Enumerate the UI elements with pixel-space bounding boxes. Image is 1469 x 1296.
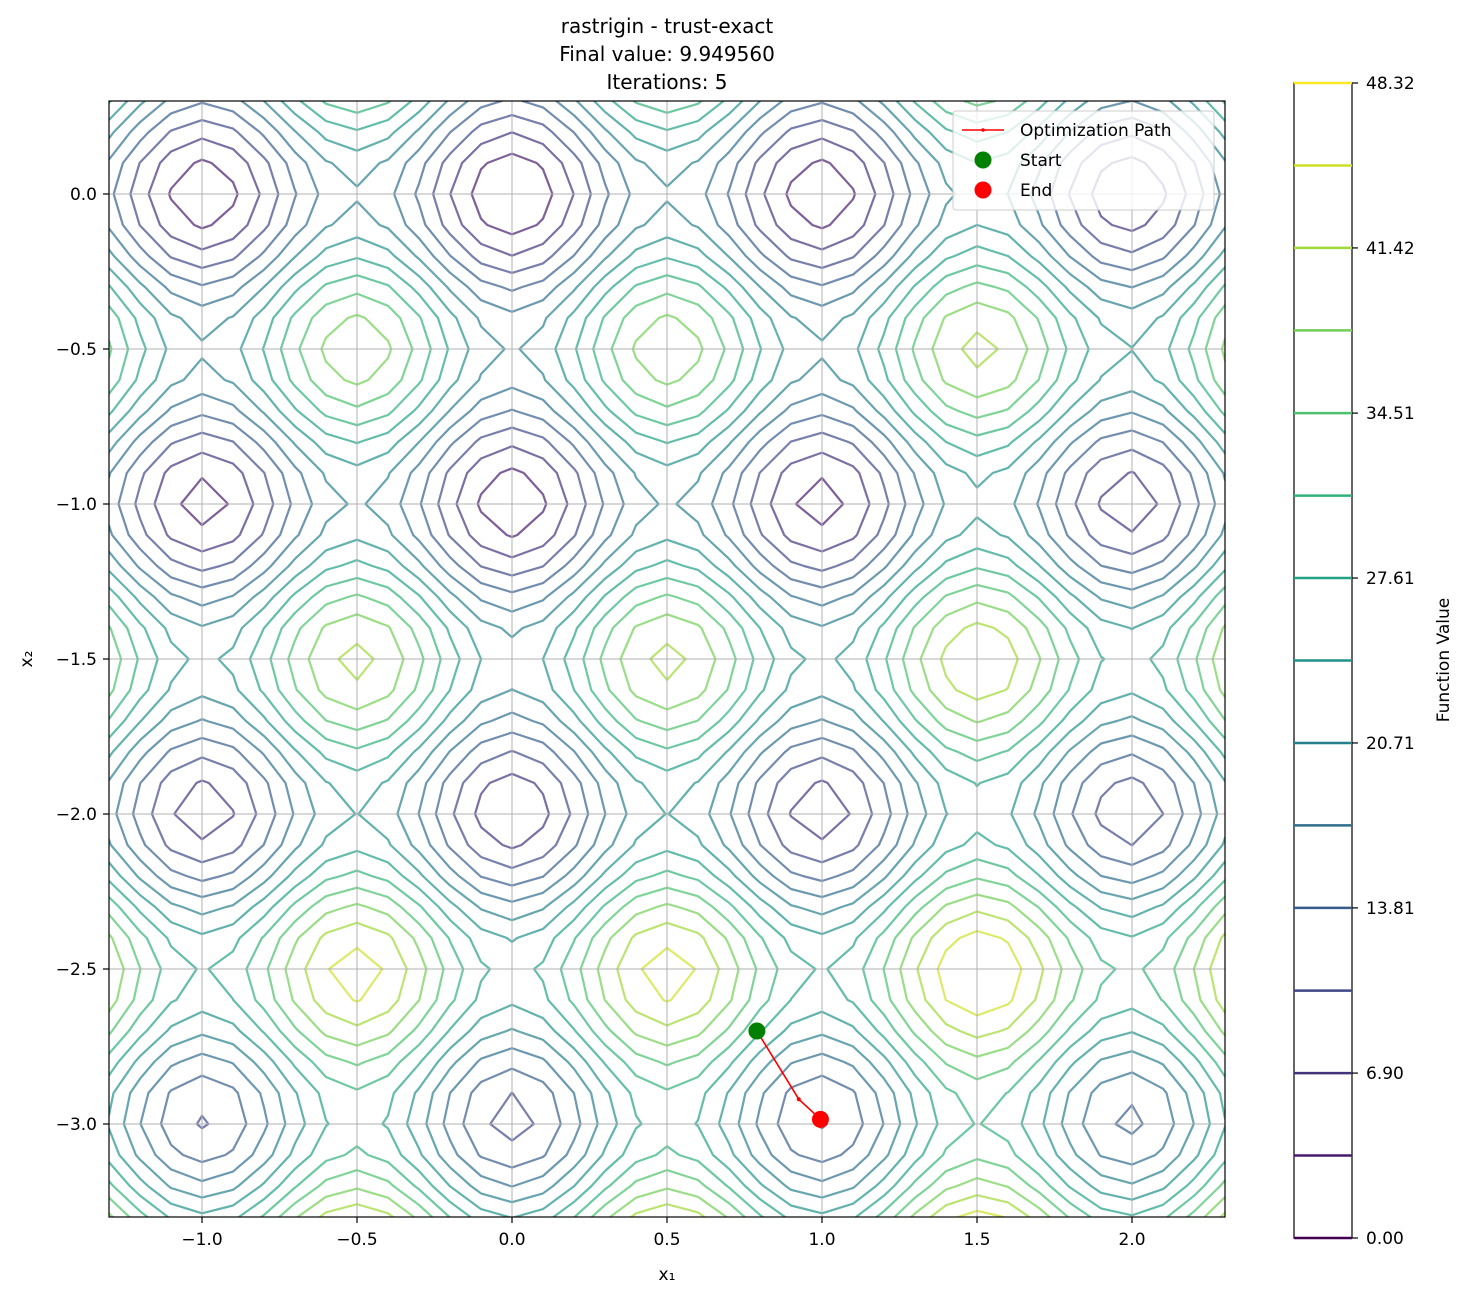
y-axis-ticks: 0.0 −0.5 −1.0 −1.5 −2.0 −2.5 −3.0 xyxy=(56,185,109,1135)
contour-level-9 xyxy=(109,101,1225,1217)
legend-path-marker xyxy=(981,128,985,132)
contour-level-2 xyxy=(129,114,1188,1142)
contour-level-8 xyxy=(109,101,1225,1217)
contour-level-0 xyxy=(167,152,857,539)
colorbar: 0.00 6.90 13.81 20.71 27.61 34.51 41.42 48.32 F… xyxy=(1293,74,1454,1249)
y-tick-label: 0.0 xyxy=(70,185,97,205)
colorbar-level-lines xyxy=(1294,81,1352,1240)
colorbar-label: Function Value xyxy=(1434,598,1454,722)
y-tick-label: −0.5 xyxy=(56,340,97,360)
title-line-3: Iterations: 5 xyxy=(606,70,727,94)
end-marker xyxy=(811,1110,829,1128)
colorbar-tick-label: 34.51 xyxy=(1366,404,1415,424)
contour-level-4 xyxy=(109,101,1221,1188)
x-tick-label: −1.0 xyxy=(181,1230,222,1250)
y-tick-label: −1.5 xyxy=(56,650,97,670)
x-tick-label: 0.5 xyxy=(653,1230,680,1250)
colorbar-tick-label: 20.71 xyxy=(1366,734,1415,754)
contour-level-11 xyxy=(304,331,1225,1217)
colorbar-tick-label: 6.90 xyxy=(1366,1064,1404,1084)
title-line-1: rastrigin - trust-exact xyxy=(561,14,774,38)
colorbar-tick-label: 27.61 xyxy=(1366,569,1415,589)
title-line-2: Final value: 9.949560 xyxy=(559,42,775,66)
legend-path-label: Optimization Path xyxy=(1020,121,1172,141)
contour-level-1 xyxy=(147,131,1168,850)
y-tick-label: −2.0 xyxy=(56,805,97,825)
x-tick-label: −0.5 xyxy=(336,1230,377,1250)
y-tick-label: −1.0 xyxy=(56,495,97,515)
contour-lines xyxy=(109,101,1225,1217)
legend-end-marker xyxy=(974,181,992,199)
colorbar-tick-label: 0.00 xyxy=(1366,1229,1404,1249)
contour-level-6 xyxy=(109,101,1225,1217)
contour-level-12 xyxy=(327,929,1023,1217)
grid-lines xyxy=(109,101,1225,1217)
legend-end-label: End xyxy=(1020,181,1052,201)
contour-level-10 xyxy=(109,301,1225,1217)
colorbar-tick-label: 41.42 xyxy=(1366,239,1415,259)
x-axis-label: x₁ xyxy=(659,1265,676,1285)
contour-level-3 xyxy=(112,101,1205,1169)
start-marker xyxy=(748,1022,766,1040)
legend: Optimization Path Start End xyxy=(952,110,1215,211)
optimization-path-layer xyxy=(748,1022,829,1128)
contour-level-5 xyxy=(109,101,1225,1204)
legend-box xyxy=(952,110,1215,211)
x-tick-label: 1.5 xyxy=(963,1230,990,1250)
colorbar-ticks: 0.00 6.90 13.81 20.71 27.61 34.51 41.42 48.32 xyxy=(1352,74,1415,1249)
y-tick-label: −2.5 xyxy=(56,960,97,980)
colorbar-tick-label: 48.32 xyxy=(1366,74,1415,94)
legend-start-marker xyxy=(974,151,992,169)
y-tick-label: −3.0 xyxy=(56,1115,97,1135)
x-tick-label: 1.0 xyxy=(808,1230,835,1250)
x-axis-ticks: −1.0 −0.5 0.0 0.5 1.0 1.5 2.0 xyxy=(181,1217,1146,1250)
y-axis-label: x₂ xyxy=(17,651,37,668)
chart-title: rastrigin - trust-exact Final value: 9.9… xyxy=(559,14,775,94)
path-point xyxy=(796,1097,801,1102)
legend-start-label: Start xyxy=(1020,151,1062,171)
contour-level-7 xyxy=(109,101,1225,1217)
x-tick-label: 2.0 xyxy=(1118,1230,1145,1250)
x-tick-label: 0.0 xyxy=(498,1230,525,1250)
colorbar-tick-label: 13.81 xyxy=(1366,899,1415,919)
